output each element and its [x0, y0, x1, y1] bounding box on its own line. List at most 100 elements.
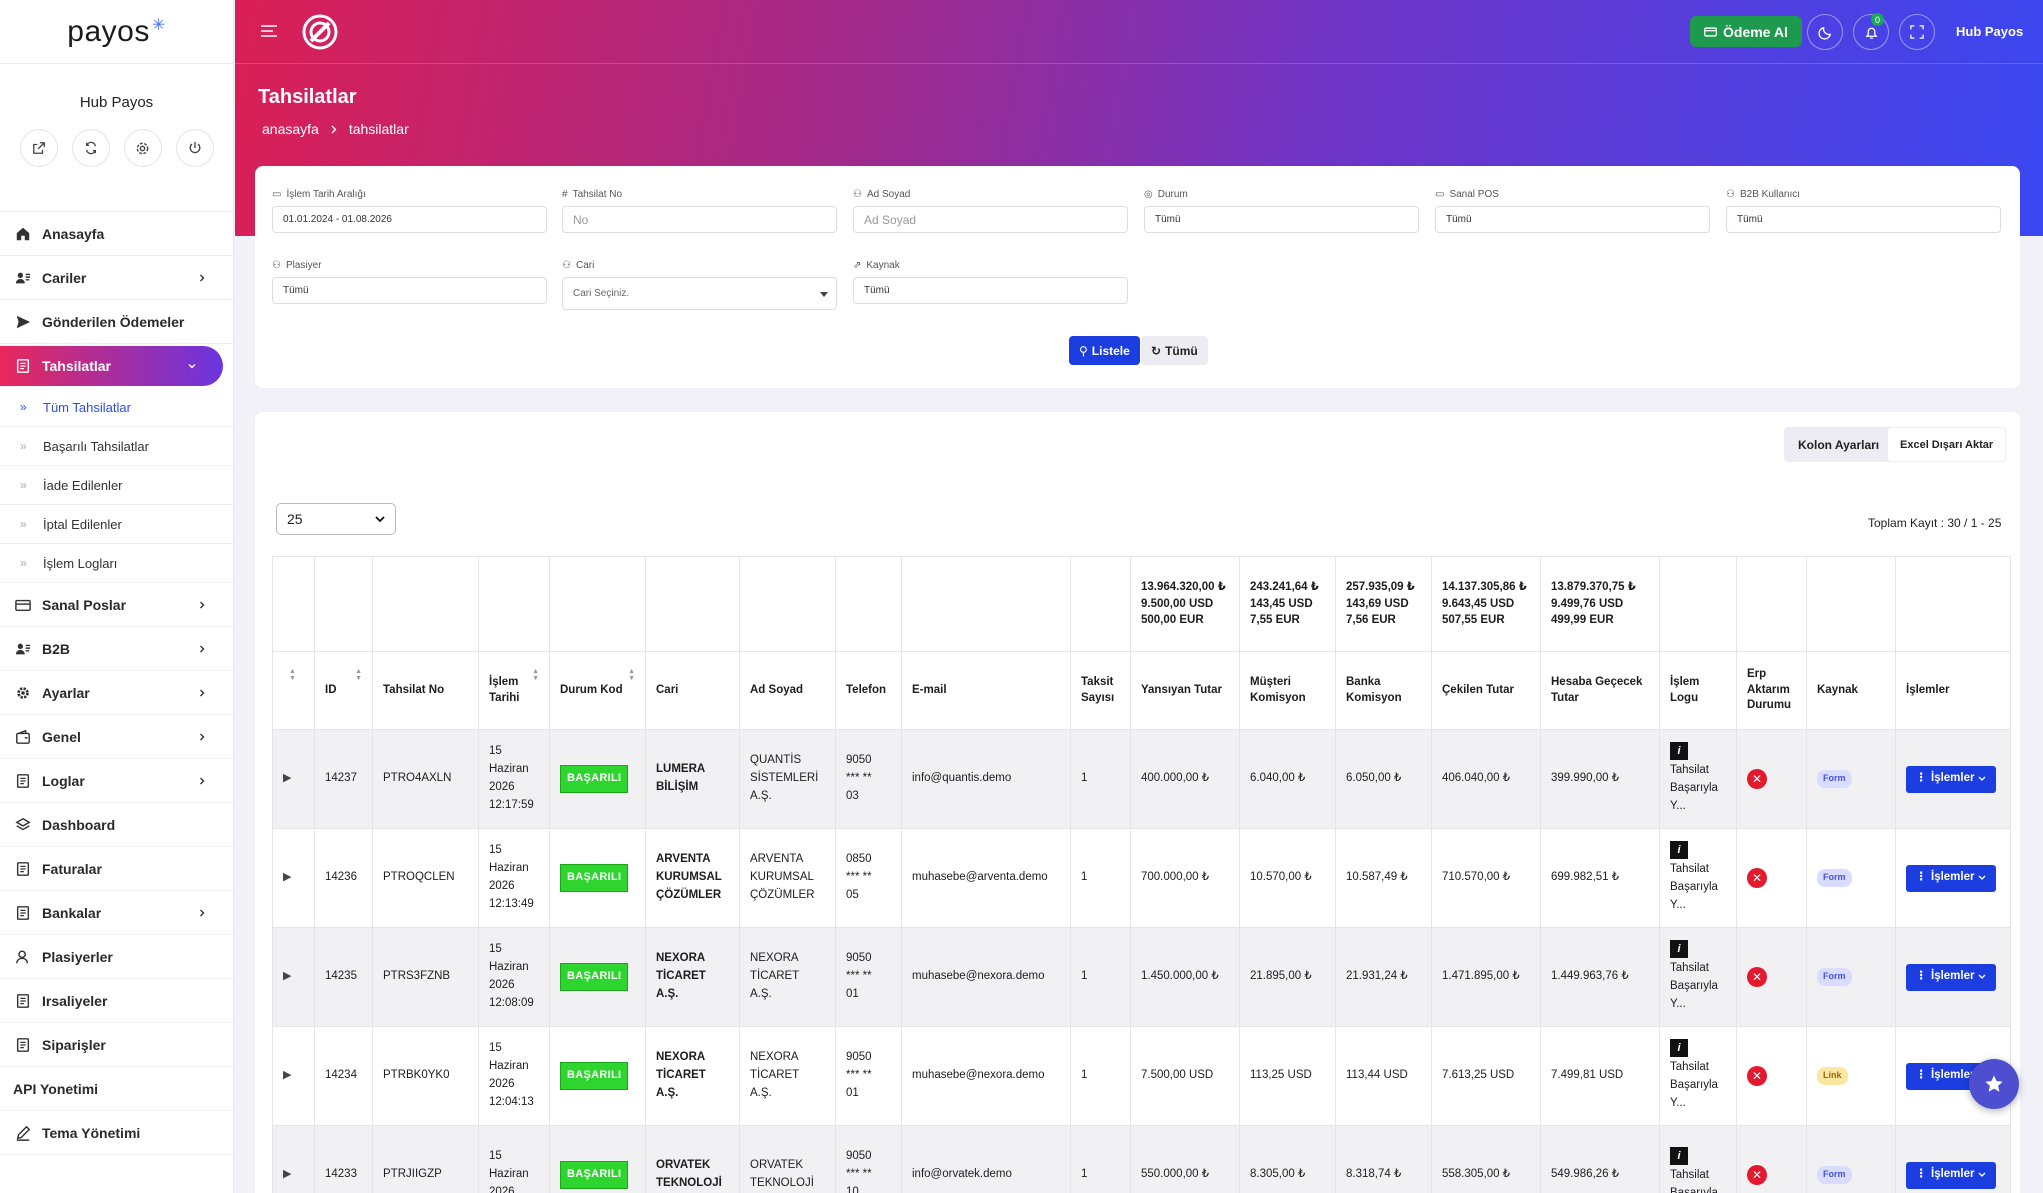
sidebar-item-16[interactable]: Tema Yönetimi: [0, 1111, 233, 1155]
info-icon[interactable]: i: [1670, 940, 1688, 959]
expand-arrow-icon[interactable]: ▶: [283, 772, 292, 785]
tahsilat-no-input[interactable]: No: [562, 206, 837, 233]
users-icon: [14, 640, 32, 658]
expand-arrow-icon[interactable]: ▶: [283, 970, 292, 983]
actions-button[interactable]: ⋮ İşlemler: [1906, 765, 1996, 793]
actions-button[interactable]: ⋮ İşlemler: [1906, 1161, 1996, 1189]
sidebar-item-1[interactable]: Cariler: [0, 256, 233, 300]
table-row[interactable]: ▶ 14235 PTRS3FZNB 15 Haziran 2026 12:08:09 …: [272, 927, 2011, 1027]
power-button[interactable]: [175, 129, 214, 167]
expand-cell[interactable]: ▶: [272, 729, 315, 829]
sidebar-subitem-2[interactable]: » İade Edilenler: [0, 466, 233, 505]
column-header[interactable]: ▲ ▼ İşlem Tarihi: [478, 651, 550, 730]
refresh-button[interactable]: [71, 129, 110, 167]
user-menu[interactable]: Hub Payos: [1956, 24, 2024, 39]
table-row[interactable]: ▶ 14233 PTRJIIGZP 15 Haziran 2026 BAŞARILI…: [272, 1125, 2011, 1193]
sidebar-subitem-1[interactable]: » Başarılı Tahsilatlar: [0, 427, 233, 466]
column-header[interactable]: ▲ ▼ Durum Kod: [549, 651, 646, 730]
sparkle-icon: ✳: [151, 16, 166, 34]
date-range-input[interactable]: 01.01.2024 - 01.08.2026: [272, 206, 547, 233]
sidebar-subitem-3[interactable]: » İptal Edilenler: [0, 505, 233, 544]
summary-value: 7,56 EUR: [1346, 614, 1396, 627]
list-button[interactable]: ⚲ Listele: [1069, 336, 1140, 365]
b2b-user-select[interactable]: Tümü: [1726, 206, 2001, 233]
sidebar-item-6[interactable]: Ayarlar: [0, 671, 233, 715]
table-row[interactable]: ▶ 14237 PTRO4AXLN 15 Haziran 2026 12:17:59 …: [272, 729, 2011, 829]
expand-cell[interactable]: ▶: [272, 828, 315, 928]
info-icon[interactable]: i: [1670, 1147, 1688, 1166]
sort-icon[interactable]: ▲ ▼: [289, 668, 296, 682]
fullscreen-button[interactable]: [1899, 14, 1935, 50]
sanal-pos-select[interactable]: Tümü: [1435, 206, 1710, 233]
expand-cell[interactable]: ▶: [272, 927, 315, 1027]
actions-button[interactable]: ⋮ İşlemler: [1906, 864, 1996, 892]
sidebar-item-15[interactable]: API Yonetimi: [0, 1067, 233, 1111]
info-icon[interactable]: i: [1670, 1039, 1688, 1058]
menu-icon[interactable]: [261, 24, 277, 38]
cari-select[interactable]: Cari Seçiniz.: [562, 277, 837, 310]
info-icon[interactable]: i: [1670, 742, 1688, 761]
sidebar-item-2[interactable]: Gönderilen Ödemeler: [0, 300, 233, 344]
sidebar-subitem-4[interactable]: » İşlem Logları: [0, 544, 233, 583]
status-select[interactable]: Tümü: [1144, 206, 1419, 233]
breadcrumb-home[interactable]: anasayfa: [262, 121, 319, 137]
source-badge: Form: [1817, 1166, 1852, 1184]
expand-cell[interactable]: ▶: [272, 1125, 315, 1193]
document-icon: [14, 904, 32, 922]
expand-cell[interactable]: ▶: [272, 1026, 315, 1126]
sort-icon[interactable]: ▲ ▼: [628, 668, 635, 682]
chevron-right-icon: [331, 125, 337, 133]
sort-icon[interactable]: ▲ ▼: [532, 668, 539, 682]
actions-cell: ⋮ İşlemler: [1895, 828, 2011, 928]
sidebar-item-8[interactable]: Loglar: [0, 759, 233, 803]
toolbar: Ödeme Al 0 Hub Payos: [235, 0, 2043, 64]
brand-icon[interactable]: [302, 14, 338, 50]
expand-arrow-icon[interactable]: ▶: [283, 1069, 292, 1082]
reset-all-button[interactable]: ↻ Tümü: [1141, 336, 1208, 365]
notifications-button[interactable]: 0: [1853, 13, 1889, 50]
column-header[interactable]: ▲ ▼ ID: [314, 651, 373, 730]
table-row[interactable]: ▶ 14236 PTROQCLEN 15 Haziran 2026 12:13:49 …: [272, 828, 2011, 928]
sidebar-item-5[interactable]: B2B: [0, 627, 233, 671]
table-row[interactable]: ▶ 14234 PTRBK0YK0 15 Haziran 2026 12:04:13 …: [272, 1026, 2011, 1126]
status-cell: BAŞARILI: [549, 1026, 646, 1126]
external-link-button[interactable]: [19, 129, 58, 167]
logo[interactable]: payos ✳: [0, 0, 233, 64]
expand-arrow-icon[interactable]: ▶: [283, 871, 292, 884]
sidebar-item-7[interactable]: Genel: [0, 715, 233, 759]
info-icon[interactable]: i: [1670, 841, 1688, 860]
sidebar-item-10[interactable]: Faturalar: [0, 847, 233, 891]
sort-icon[interactable]: ▲ ▼: [355, 668, 362, 682]
column-settings-button[interactable]: Kolon Ayarları: [1784, 427, 1894, 462]
sidebar-item-0[interactable]: Anasayfa: [0, 212, 233, 256]
date-cell: 15 Haziran 2026 12:08:09: [478, 927, 550, 1027]
sidebar-item-11[interactable]: Bankalar: [0, 891, 233, 935]
theme-toggle[interactable]: [1807, 14, 1843, 50]
chevron-down-icon: [1979, 1172, 1986, 1177]
excel-export-button[interactable]: Excel Dışarı Aktar: [1887, 427, 2007, 462]
plasiyer-select[interactable]: Tümü: [272, 277, 547, 304]
sidebar-item-14[interactable]: Siparişler: [0, 1023, 233, 1067]
sidebar-item-3[interactable]: Tahsilatlar: [0, 346, 223, 386]
kaynak-select[interactable]: Tümü: [853, 277, 1128, 304]
settings-button[interactable]: [123, 129, 162, 167]
sidebar-item-4[interactable]: Sanal Poslar: [0, 583, 233, 627]
page-size-select[interactable]: 25: [276, 503, 396, 535]
actions-button[interactable]: ⋮ İşlemler: [1906, 963, 1996, 991]
column-header[interactable]: ▲ ▼: [272, 651, 315, 730]
musteri-komisyon-cell: 6.040,00 ₺: [1239, 729, 1336, 829]
actions-cell: ⋮ İşlemler: [1895, 1125, 2011, 1193]
ad-soyad-input[interactable]: Ad Soyad: [853, 206, 1128, 233]
summary-cell: [272, 556, 315, 652]
star-icon: [1985, 1075, 2003, 1092]
sidebar-item-9[interactable]: Dashboard: [0, 803, 233, 847]
musteri-komisyon-cell: 21.895,00 ₺: [1239, 927, 1336, 1027]
favorites-fab[interactable]: [1969, 1059, 2019, 1109]
expand-arrow-icon[interactable]: ▶: [283, 1168, 292, 1181]
erp-cell: ✕: [1736, 828, 1807, 928]
summary-cell: [1070, 556, 1131, 652]
sidebar-subitem-0[interactable]: » Tüm Tahsilatlar: [0, 388, 233, 427]
sidebar-item-13[interactable]: Irsaliyeler: [0, 979, 233, 1023]
sidebar-item-12[interactable]: Plasiyerler: [0, 935, 233, 979]
pay-button[interactable]: Ödeme Al: [1690, 16, 1802, 47]
